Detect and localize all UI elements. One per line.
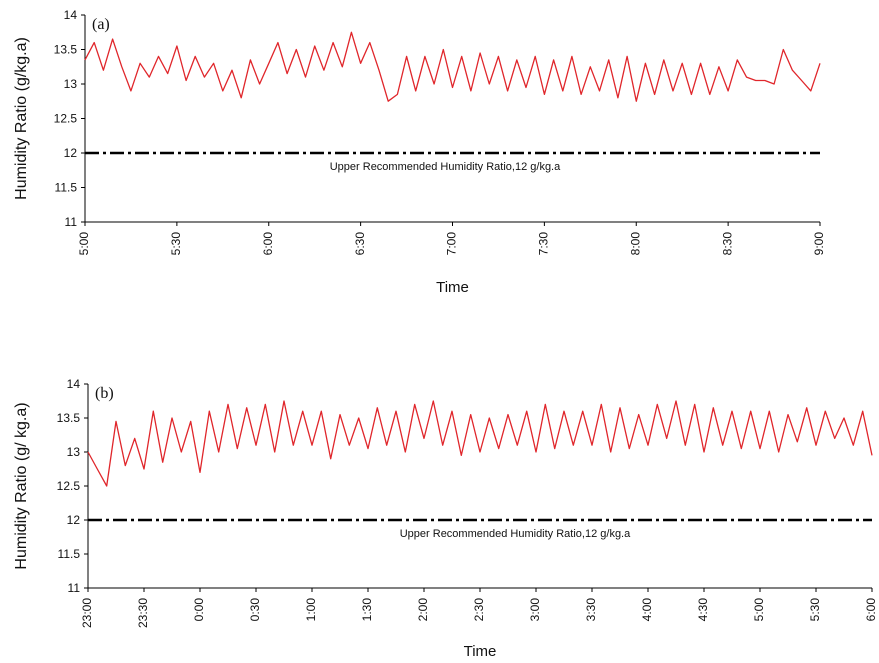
x-axis-title-b: Time xyxy=(464,643,497,660)
x-axis-title-a: Time xyxy=(436,279,469,296)
y-tick-label-a: 11.5 xyxy=(55,181,78,195)
x-tick-label-a: 7:30 xyxy=(537,232,551,256)
y-tick-label-b: 14 xyxy=(67,377,81,391)
y-axis-title-b: Humidity Ratio (g/ kg.a) xyxy=(13,402,30,569)
y-tick-label-b: 11.5 xyxy=(58,547,81,561)
series-line-b xyxy=(87,400,873,487)
x-tick-label-b: 3:00 xyxy=(528,598,542,622)
x-tick-label-b: 4:00 xyxy=(640,598,654,622)
x-tick-label-b: 1:00 xyxy=(304,598,318,622)
y-tick-label-a: 13.5 xyxy=(54,43,78,57)
x-tick-label-b: 23:30 xyxy=(136,598,150,628)
x-tick-label-a: 5:30 xyxy=(169,232,183,256)
x-tick-label-b: 5:00 xyxy=(752,598,766,622)
series-line-a xyxy=(84,31,821,102)
y-tick-label-b: 13.5 xyxy=(57,411,81,425)
x-tick-label-a: 6:00 xyxy=(261,232,275,256)
x-tick-label-b: 3:30 xyxy=(584,598,598,622)
x-tick-label-b: 2:30 xyxy=(472,598,486,622)
x-tick-label-a: 9:00 xyxy=(812,232,826,256)
y-tick-label-b: 12 xyxy=(67,513,81,527)
y-tick-label-a: 13 xyxy=(64,77,78,91)
reference-line-label-b: Upper Recommended Humidity Ratio,12 g/kg… xyxy=(400,528,631,540)
y-tick-label-b: 13 xyxy=(67,445,81,459)
y-tick-label-a: 12.5 xyxy=(54,112,78,126)
y-tick-label-a: 11 xyxy=(65,215,78,229)
panel-label-a: (a) xyxy=(92,16,110,33)
x-tick-label-b: 4:30 xyxy=(696,598,710,622)
x-tick-label-b: 2:00 xyxy=(416,598,430,622)
x-tick-label-a: 8:30 xyxy=(720,232,734,256)
panel-label-b: (b) xyxy=(95,385,114,402)
x-tick-label-a: 8:00 xyxy=(628,232,642,256)
x-tick-label-a: 7:00 xyxy=(445,232,459,256)
reference-line-label-a: Upper Recommended Humidity Ratio,12 g/kg… xyxy=(330,161,561,173)
x-tick-label-b: 23:00 xyxy=(80,598,94,628)
x-tick-label-b: 0:00 xyxy=(192,598,206,622)
y-tick-label-b: 12.5 xyxy=(57,479,81,493)
x-tick-label-b: 6:00 xyxy=(864,598,878,622)
x-tick-label-a: 6:30 xyxy=(353,232,367,256)
y-axis-title-a: Humidity Ratio (g/kg.a) xyxy=(13,37,30,200)
y-tick-label-a: 12 xyxy=(64,146,78,160)
y-tick-label-b: 11 xyxy=(68,581,81,595)
x-tick-label-a: 5:00 xyxy=(77,232,91,256)
x-tick-label-b: 0:30 xyxy=(248,598,262,622)
x-tick-label-b: 5:30 xyxy=(808,598,822,622)
y-tick-label-a: 14 xyxy=(64,8,78,22)
x-tick-label-b: 1:30 xyxy=(360,598,374,622)
